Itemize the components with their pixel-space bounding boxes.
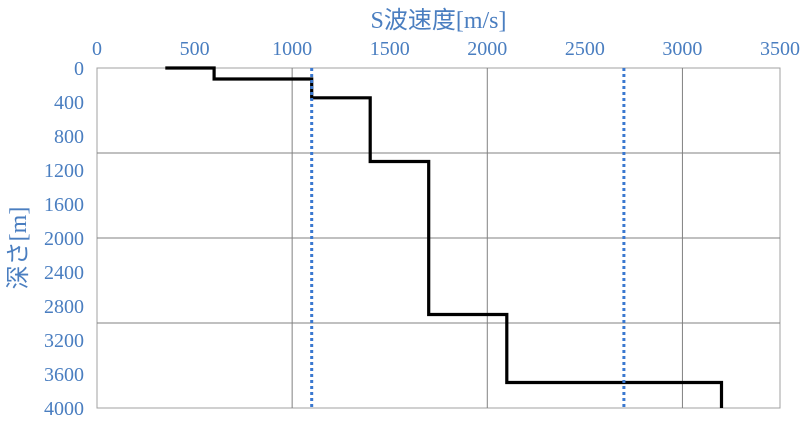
velocity-step-line	[165, 66, 724, 408]
x-tick-label: 3500	[760, 38, 800, 60]
y-tick-label: 800	[54, 126, 84, 148]
x-tick-label: 500	[180, 38, 210, 60]
y-tick-label: 3200	[44, 330, 84, 352]
y-tick-label: 400	[54, 92, 84, 114]
x-tick-label: 1000	[272, 38, 312, 60]
x-tick-label: 3000	[662, 38, 702, 60]
y-tick-label: 4000	[44, 398, 84, 420]
x-tick-label: 0	[92, 38, 102, 60]
y-axis-title: 深さ[m]	[5, 207, 32, 290]
y-tick-label: 0	[74, 58, 84, 80]
x-tick-label: 2500	[565, 38, 605, 60]
y-tick-label: 3600	[44, 364, 84, 386]
x-tick-label: 1500	[370, 38, 410, 60]
y-tick-label: 2000	[44, 228, 84, 250]
y-tick-label: 1200	[44, 160, 84, 182]
x-axis-title: S波速度[m/s]	[370, 7, 506, 34]
y-tick-label: 1600	[44, 194, 84, 216]
y-tick-label: 2800	[44, 296, 84, 318]
y-tick-label: 2400	[44, 262, 84, 284]
x-tick-label: 2000	[467, 38, 507, 60]
